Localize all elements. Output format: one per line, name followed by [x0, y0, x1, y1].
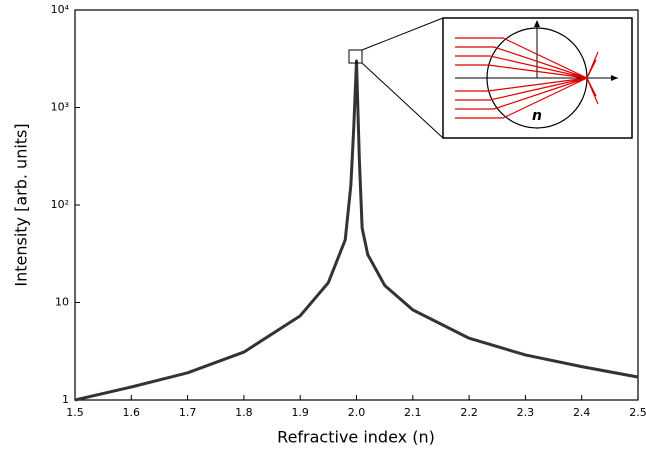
- data-line: [74, 59, 639, 402]
- y-tick-label: 10: [55, 296, 69, 309]
- arrow-head: [534, 20, 540, 27]
- x-axis-label: Refractive index (n): [277, 428, 435, 447]
- zoom-line: [361, 62, 444, 139]
- x-tick-label: 1.9: [291, 406, 309, 419]
- x-tick-label: 1.7: [179, 406, 197, 419]
- arrow-head: [611, 75, 618, 81]
- x-tick-label: 1.8: [235, 406, 253, 419]
- x-tick-label: 2.2: [460, 406, 478, 419]
- y-axis-label: Intensity [arb. units]: [12, 123, 31, 286]
- rays: [455, 37, 599, 119]
- x-tick-label: 2.5: [629, 406, 646, 419]
- zoom-box: [348, 49, 363, 64]
- x-tick-label: 1.6: [123, 406, 141, 419]
- y-tick-label: 1: [62, 393, 69, 406]
- inset-label: n: [532, 108, 542, 124]
- y-tick-label: 10⁴: [51, 3, 70, 16]
- x-tick-label: 2.3: [517, 406, 535, 419]
- zoom-line: [361, 17, 444, 51]
- x-tick-label: 2.1: [404, 406, 422, 419]
- inset: n: [348, 17, 633, 139]
- x-tick-label: 2.4: [573, 406, 591, 419]
- y-tick-label: 10³: [51, 101, 69, 114]
- x-tick-label: 2.0: [348, 406, 366, 419]
- x-tick-label: 1.5: [66, 406, 84, 419]
- y-tick-label: 10²: [51, 198, 69, 211]
